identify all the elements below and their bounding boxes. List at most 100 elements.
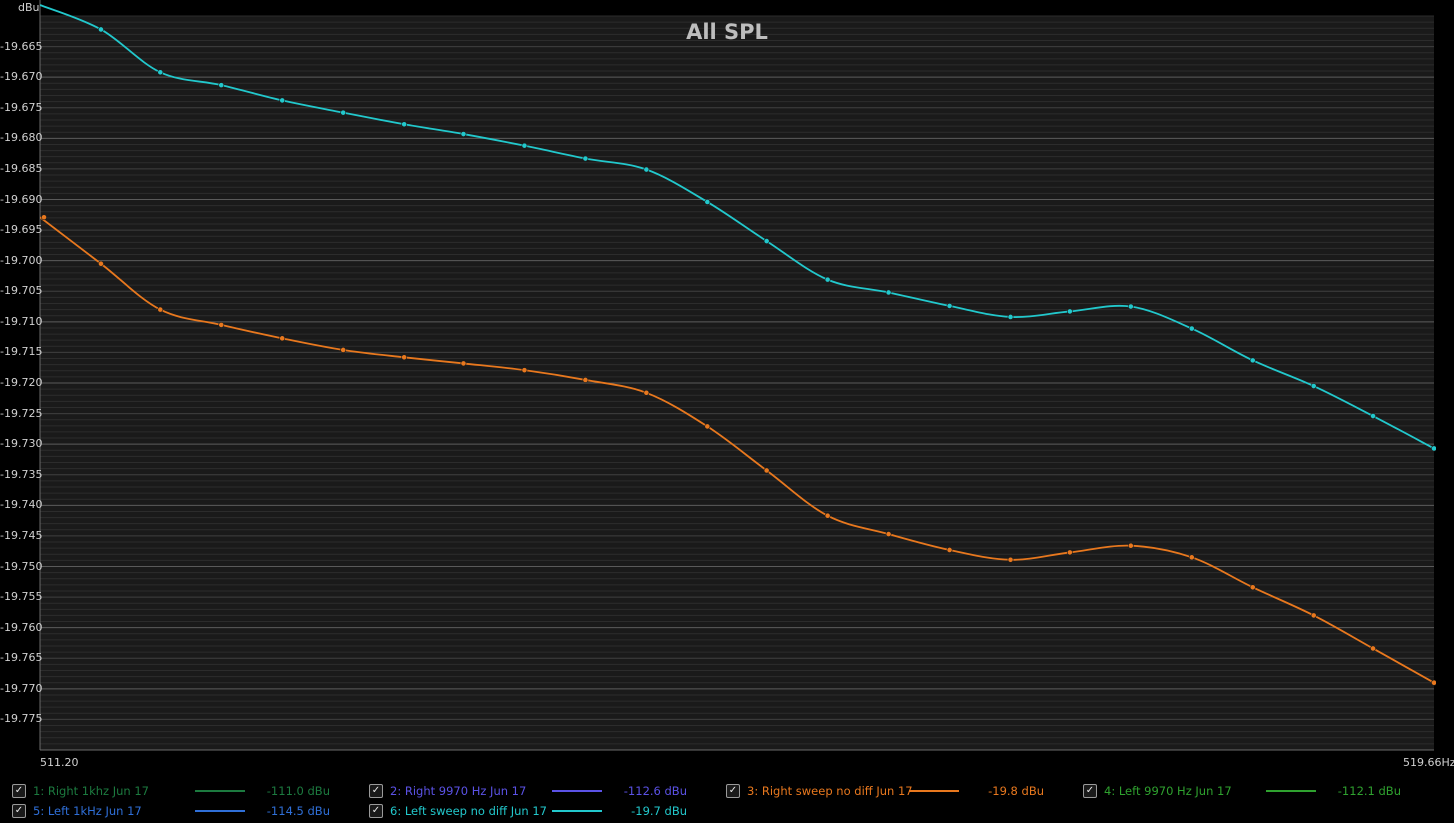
legend-item-5[interactable]: ✓ 5: Left 1kHz Jun 17 [12, 801, 142, 821]
data-point [1066, 549, 1073, 556]
data-point [763, 467, 770, 474]
legend-item-4[interactable]: ✓ 4: Left 9970 Hz Jun 17 [1083, 781, 1232, 801]
y-tick-label: -19.715 [0, 345, 43, 359]
data-point [41, 214, 47, 221]
data-point [1066, 308, 1073, 315]
y-tick-label: -19.700 [0, 253, 43, 267]
checkbox-icon[interactable]: ✓ [369, 804, 383, 818]
plot-area: All SPL dBu -19.665 -19.670 -19.675 -19.680… [0, 0, 1454, 769]
data-point [1188, 554, 1195, 561]
data-point [1370, 645, 1376, 652]
series-line [40, 216, 1435, 684]
y-tick-label: -19.665 [0, 39, 43, 53]
x-tick-label-start: 511.20 [40, 756, 79, 769]
y-tick-label: -19.690 [0, 192, 43, 206]
y-tick-label: -19.770 [0, 681, 43, 695]
data-point [1249, 357, 1256, 364]
data-point [946, 303, 953, 309]
data-point [218, 321, 225, 328]
legend: ✓ 1: Right 1khz Jun 17 -111.0 dBu ✓ 2: R… [0, 775, 1454, 823]
data-point [340, 109, 347, 116]
y-tick-label: -19.745 [0, 528, 43, 542]
data-point [582, 377, 589, 383]
data-point [1310, 383, 1317, 389]
legend-value-2: -112.6 dBu [623, 784, 687, 798]
series-line [40, 4, 1435, 450]
legend-label: 4: Left 9970 Hz Jun 17 [1104, 784, 1232, 798]
legend-row-2: ✓ 5: Left 1kHz Jun 17 -114.5 dBu ✓ 6: Le… [0, 801, 1454, 821]
data-point [279, 97, 286, 104]
legend-label: 3: Right sweep no diff Jun 17 [747, 784, 913, 798]
legend-label: 5: Left 1kHz Jun 17 [33, 804, 142, 818]
checkbox-icon[interactable]: ✓ [369, 784, 383, 798]
legend-item-3[interactable]: ✓ 3: Right sweep no diff Jun 17 [726, 781, 913, 801]
y-tick-label: -19.720 [0, 376, 43, 389]
legend-swatch-6 [552, 810, 602, 812]
data-point [1127, 542, 1134, 549]
y-tick-label: -19.735 [0, 467, 43, 481]
legend-item-6[interactable]: ✓ 6: Left sweep no diff Jun 17 [369, 801, 547, 821]
legend-swatch-3 [909, 790, 959, 792]
data-point [521, 367, 528, 374]
legend-value-6: -19.7 dBu [631, 804, 687, 818]
series-2 [40, 214, 1436, 686]
data-point [98, 260, 104, 267]
y-tick-label: -19.765 [0, 651, 43, 665]
data-point [157, 69, 164, 76]
y-axis-label: dBu [18, 1, 40, 14]
data-point [1431, 679, 1436, 686]
data-point [460, 131, 467, 137]
y-tick-label: -19.750 [0, 559, 43, 573]
y-tick-label: -19.755 [0, 590, 43, 604]
legend-swatch-5 [195, 810, 245, 812]
checkbox-icon[interactable]: ✓ [12, 804, 26, 818]
legend-item-1[interactable]: ✓ 1: Right 1khz Jun 17 [12, 781, 149, 801]
legend-value-4: -112.1 dBu [1337, 784, 1401, 798]
legend-swatch-1 [195, 790, 245, 792]
data-point [946, 547, 953, 553]
legend-label: 2: Right 9970 Hz Jun 17 [390, 784, 527, 798]
data-point [643, 166, 650, 173]
y-tick-label: -19.705 [0, 284, 43, 298]
y-tick-label: -19.760 [0, 620, 43, 634]
data-point [218, 82, 225, 89]
y-tick-label: -19.670 [0, 70, 43, 84]
y-tick-label: -19.740 [0, 498, 43, 512]
data-point [582, 155, 589, 162]
data-point [1249, 584, 1256, 591]
data-point [1370, 413, 1376, 419]
y-tick-label: -19.685 [0, 161, 43, 175]
legend-swatch-4 [1266, 790, 1316, 792]
y-tick-label: -19.675 [0, 100, 43, 114]
chart-canvas [39, 0, 1436, 751]
y-tick-label: -19.725 [0, 406, 43, 420]
data-point [1127, 303, 1134, 310]
checkbox-icon[interactable]: ✓ [12, 784, 26, 798]
y-tick-label: -19.730 [0, 437, 43, 451]
data-point [279, 335, 286, 342]
legend-value-1: -111.0 dBu [266, 784, 330, 798]
data-point [824, 276, 831, 283]
y-tick-label: -19.775 [0, 712, 43, 726]
data-point [704, 199, 711, 205]
y-tick-label: -19.680 [0, 131, 43, 145]
data-point [1007, 314, 1014, 320]
data-point [460, 360, 467, 367]
checkbox-icon[interactable]: ✓ [726, 784, 740, 798]
legend-label: 1: Right 1khz Jun 17 [33, 784, 149, 798]
checkbox-icon[interactable]: ✓ [1083, 784, 1097, 798]
data-point [885, 531, 892, 537]
legend-row-1: ✓ 1: Right 1khz Jun 17 -111.0 dBu ✓ 2: R… [0, 781, 1454, 801]
data-point [401, 354, 408, 361]
legend-item-2[interactable]: ✓ 2: Right 9970 Hz Jun 17 [369, 781, 526, 801]
data-point [340, 347, 347, 353]
data-point [157, 306, 164, 313]
data-point [763, 238, 770, 244]
data-point [401, 121, 408, 128]
data-point [521, 142, 528, 149]
series-1 [40, 4, 1436, 452]
data-point [704, 423, 711, 430]
legend-label: 6: Left sweep no diff Jun 17 [390, 804, 547, 818]
legend-value-3: -19.8 dBu [988, 784, 1044, 798]
data-point [885, 289, 892, 296]
